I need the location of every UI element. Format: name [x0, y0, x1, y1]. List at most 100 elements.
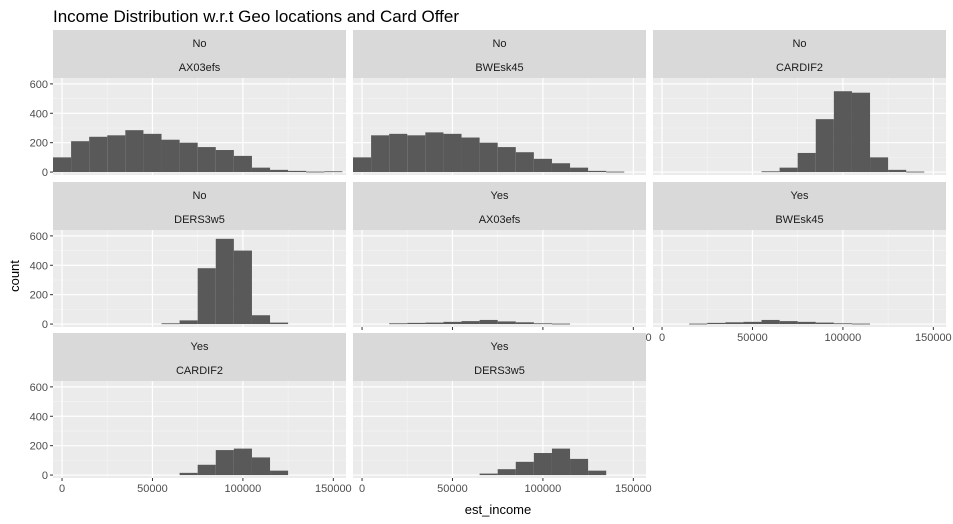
histogram-bar	[606, 171, 625, 173]
y-tick-label: 0	[42, 167, 48, 179]
strip-label-1: Yes	[191, 341, 209, 353]
histogram-bar	[479, 473, 498, 476]
histogram-bar	[251, 167, 271, 173]
histogram-bar	[761, 319, 780, 325]
facet-panel-1: No AX03efs 0 200 400 600	[30, 30, 346, 179]
histogram-bar	[515, 461, 534, 476]
histogram-bar	[833, 323, 852, 325]
histogram-bar	[461, 321, 480, 325]
facet-panel-4: No DERS3w5 0 200 400 600	[30, 182, 346, 331]
histogram-bar	[833, 91, 852, 173]
facet-panel-2: No BWEsk45	[353, 30, 646, 175]
x-tick-label: 100000	[225, 483, 262, 495]
histogram-bar	[425, 322, 444, 325]
histogram-bar	[707, 322, 726, 325]
histogram-bar	[443, 321, 462, 325]
y-axis-title: count	[7, 260, 22, 292]
y-tick-label: 200	[30, 138, 48, 150]
x-tick-label: 100000	[525, 483, 562, 495]
x-axis-title: est_income	[465, 502, 531, 517]
histogram-bar	[425, 132, 444, 173]
facet-panel-5: YesAX03efs050000100000150000	[353, 182, 652, 344]
y-tick-label: 600	[30, 79, 48, 91]
histogram-bar	[725, 322, 744, 325]
histogram-bar	[306, 171, 325, 173]
histogram-bar	[870, 157, 889, 173]
histogram-bar	[551, 163, 571, 173]
histogram-bar	[353, 157, 372, 173]
facet-strip	[353, 182, 646, 230]
histogram-bar	[479, 142, 498, 173]
y-tick-label: 600	[30, 231, 48, 243]
x-tick-label: 100000	[825, 332, 862, 344]
histogram-bar	[197, 268, 216, 325]
chart-title: Income Distribution w.r.t Geo locations …	[53, 7, 459, 26]
panel-background	[653, 230, 946, 327]
histogram-bar	[570, 167, 589, 173]
x-tick-label: 150000	[915, 332, 952, 344]
strip-label-2: DERS3w5	[174, 214, 225, 226]
x-tick-label: 50000	[137, 483, 168, 495]
histogram-bar	[125, 130, 144, 173]
panel-background	[353, 230, 646, 327]
histogram-bar	[215, 150, 234, 173]
facet-panels: No AX03efs 0 200 400 600 No BWEsk45 No CARDIF2 No D…	[30, 30, 952, 495]
histogram-bar	[515, 152, 534, 173]
histogram-bar	[179, 320, 198, 325]
histogram-bar	[888, 169, 907, 173]
histogram-bar	[233, 448, 252, 476]
histogram-bar	[53, 157, 72, 173]
histogram-bar	[851, 92, 871, 173]
histogram-bar	[215, 238, 234, 325]
panel-background	[53, 381, 346, 478]
x-tick-label: 150000	[315, 483, 352, 495]
histogram-bar	[251, 315, 271, 325]
facet-panel-3: No CARDIF2	[653, 30, 946, 175]
strip-label-2: AX03efs	[479, 214, 521, 226]
strip-label-2: CARDIF2	[176, 365, 223, 377]
histogram-bar	[89, 136, 108, 173]
histogram-bar	[371, 135, 390, 173]
facet-panel-7: Yes CARDIF2 0 200 400 600 0 50000 100000 150000	[30, 333, 352, 495]
histogram-bar	[215, 450, 234, 476]
histogram-bar	[324, 171, 343, 173]
histogram-bar	[779, 167, 798, 173]
histogram-bar	[179, 472, 198, 476]
histogram-bar	[270, 470, 289, 476]
histogram-bar	[797, 321, 816, 325]
y-tick-label: 400	[30, 260, 48, 272]
histogram-bar	[407, 135, 426, 173]
histogram-bar	[233, 155, 252, 173]
x-tick-label: 0	[59, 483, 65, 495]
histogram-bar	[389, 323, 408, 325]
histogram-bar	[443, 133, 462, 173]
histogram-bar	[497, 469, 516, 476]
x-tick-label: 0	[359, 483, 365, 495]
x-tick-label: 150000	[615, 483, 652, 495]
facet-strip	[353, 333, 646, 381]
histogram-bar	[551, 323, 571, 325]
histogram-bar	[689, 323, 708, 325]
histogram-bar	[197, 464, 216, 476]
y-tick-label: 400	[30, 411, 48, 423]
strip-label-2: DERS3w5	[474, 365, 525, 377]
histogram-bar	[288, 170, 307, 173]
histogram-bar	[497, 321, 516, 325]
y-tick-label: 0	[42, 470, 48, 482]
histogram-bar	[197, 147, 216, 173]
facet-strip	[53, 333, 346, 381]
facet-strip	[653, 182, 946, 230]
histogram-bar	[161, 323, 180, 325]
histogram-bar	[251, 457, 271, 476]
strip-label-2: AX03efs	[179, 62, 221, 74]
strip-label-2: BWEsk45	[475, 62, 523, 74]
histogram-bar	[143, 133, 162, 173]
histogram-bar	[71, 141, 90, 173]
x-tick-label: 0	[659, 332, 665, 344]
strip-label-2: BWEsk45	[775, 214, 823, 226]
histogram-bar	[779, 321, 798, 325]
strip-label-1: Yes	[491, 341, 509, 353]
histogram-bar	[479, 319, 498, 325]
histogram-bar	[797, 152, 816, 173]
